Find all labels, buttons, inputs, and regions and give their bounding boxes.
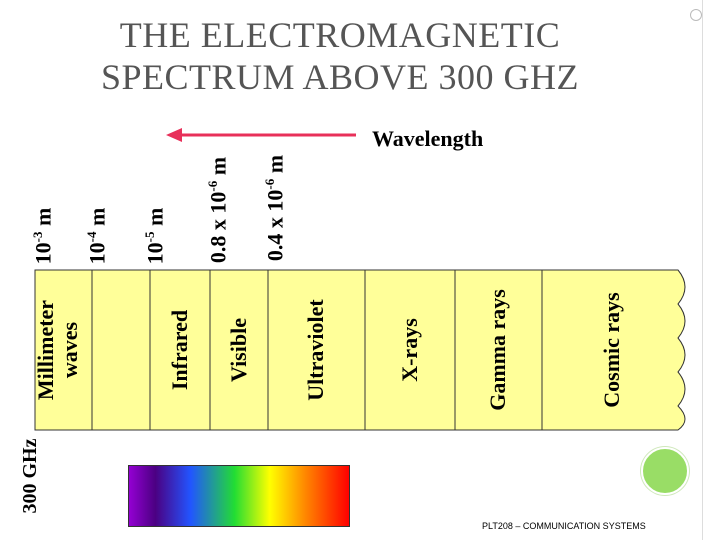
band-cosmic-rays: Cosmic rays (599, 292, 624, 408)
band-visible: Visible (226, 318, 251, 382)
band-ultraviolet: Ultraviolet (303, 299, 328, 401)
wavelength-marker-0-8e-6: 0.8 x 10-6 m (205, 156, 231, 264)
frequency-label-300ghz: 300 GHz (19, 438, 41, 514)
page-title: THE ELECTROMAGNETIC SPECTRUM ABOVE 300 G… (60, 14, 620, 98)
wavelength-arrow-head (166, 128, 182, 142)
footer-text: PLT208 – COMMUNICATION SYSTEMS (482, 521, 646, 531)
right-decorative-stripe (702, 0, 720, 540)
wavelength-marker-1e-5: 10-5 m (142, 207, 168, 265)
decorative-green-circle (641, 447, 689, 495)
band-millimeter-waves: Millimeter waves (33, 299, 82, 401)
corner-dot (690, 9, 702, 21)
band-strip (34, 269, 686, 431)
band-infrared: Infrared (167, 309, 192, 391)
band-gamma-rays: Gamma rays (485, 289, 510, 411)
band-x-rays: X-rays (397, 318, 422, 382)
visible-spectrum-gradient (128, 465, 350, 527)
title-line-1: THE ELECTROMAGNETIC (119, 15, 561, 55)
band-dividers (91, 270, 543, 430)
title-line-2: SPECTRUM ABOVE 300 GHZ (100, 57, 580, 97)
wavelength-marker-0-4e-6: 0.4 x 10-6 m (262, 154, 288, 262)
wavelength-label: Wavelength (372, 126, 484, 151)
